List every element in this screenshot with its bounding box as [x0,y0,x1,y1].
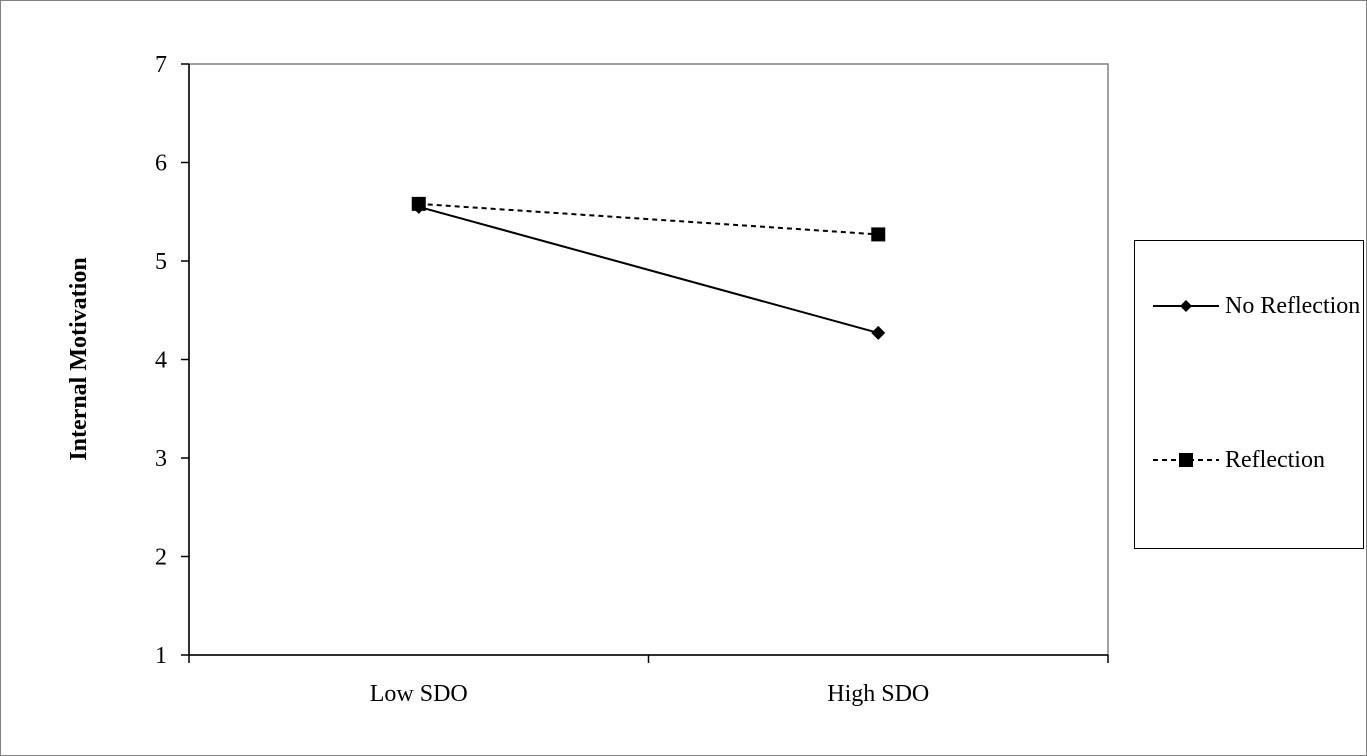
x-axis: Low SDO High SDO [188,654,1109,707]
x-tick-label: Low SDO [370,681,468,707]
legend-label-reflection: Reflection [1225,447,1325,473]
y-tick-label: 2 [155,545,167,571]
legend-diamond-marker-icon [1180,300,1192,312]
series-line-reflection [418,202,879,236]
y-tick-label: 5 [155,249,167,275]
y-tick-label: 4 [155,348,167,374]
series-line-no-reflection [418,205,879,334]
data-point-reflection [871,227,886,242]
y-tick-label: 1 [155,643,167,669]
y-tick-label: 6 [155,151,167,177]
data-point-reflection [411,196,426,211]
legend-entry-reflection: Reflection [1153,445,1363,505]
legend-entry-no-reflection: No Reflection [1153,291,1363,351]
y-tick-label: 3 [155,446,167,472]
x-tick-label: High SDO [827,681,929,707]
legend: No Reflection Reflection [1134,240,1364,549]
plot-area [188,63,1109,656]
y-axis: 1 2 3 4 5 6 7 [155,52,190,669]
legend-square-marker-icon [1179,453,1193,467]
y-tick-label: 7 [155,52,167,78]
legend-swatch-no-reflection [1153,300,1219,312]
y-axis-title: Internal Motivation [66,257,92,460]
data-point-no-reflection [871,325,886,340]
legend-swatch-reflection [1153,453,1219,467]
legend-label-no-reflection: No Reflection [1225,293,1361,319]
series-layer [411,196,886,340]
